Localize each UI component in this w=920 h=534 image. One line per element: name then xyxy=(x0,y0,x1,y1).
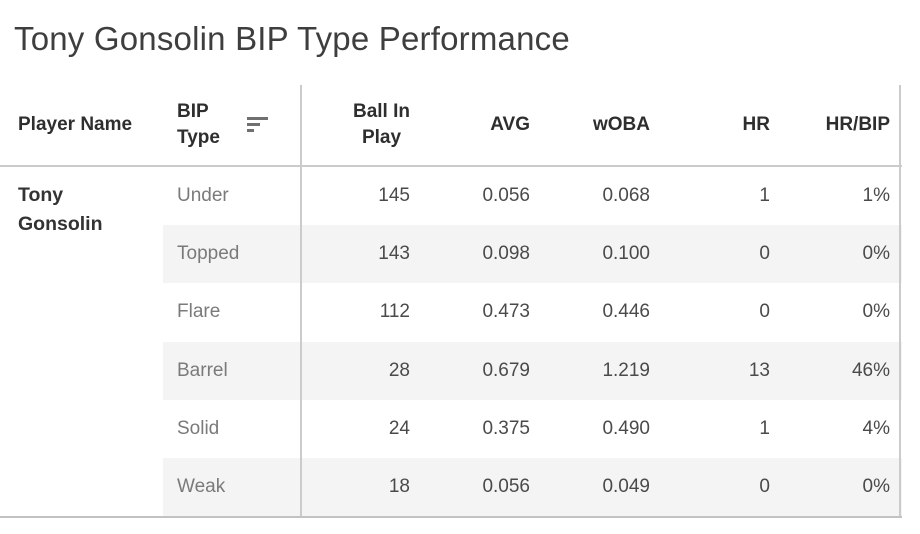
row-band: Weak 18 0.056 0.049 0 0% xyxy=(163,457,902,517)
ball-in-play-cell[interactable]: 145 xyxy=(378,185,410,207)
hr-bip-cell[interactable]: 1% xyxy=(862,185,890,207)
table-row: Flare 112 0.473 0.446 0 0% xyxy=(0,283,902,341)
bip-type-cell[interactable]: Topped xyxy=(177,243,240,265)
avg-cell[interactable]: 0.679 xyxy=(482,359,530,381)
header-ball-in-play-label: Ball In Play xyxy=(352,101,410,148)
hr-cell[interactable]: 1 xyxy=(759,185,770,207)
hr-cell[interactable]: 1 xyxy=(759,417,770,439)
hr-bip-cell[interactable]: 4% xyxy=(862,417,890,439)
row-band: Topped 143 0.098 0.100 0 0% xyxy=(163,225,902,284)
player-column-spacer xyxy=(0,458,163,516)
sort-descending-icon[interactable] xyxy=(247,117,268,132)
ball-in-play-cell[interactable]: 143 xyxy=(378,243,410,265)
bip-type-cell[interactable]: Barrel xyxy=(177,359,228,381)
header-hr-bip[interactable]: HR/BIP xyxy=(782,85,902,165)
table-bottom-border xyxy=(0,516,902,518)
header-bip-type-label: BIP Type xyxy=(177,101,220,148)
table-row: Solid 24 0.375 0.490 1 4% xyxy=(0,400,902,458)
hr-cell[interactable]: 0 xyxy=(759,243,770,265)
header-woba[interactable]: wOBA xyxy=(542,85,662,165)
row-band: Barrel 28 0.679 1.219 13 46% xyxy=(163,341,902,400)
hr-cell[interactable]: 13 xyxy=(748,359,770,381)
bip-type-cell[interactable]: Solid xyxy=(177,417,220,439)
table-body: Under 145 0.056 0.068 1 1% Topped 143 0.… xyxy=(0,167,902,517)
row-band: Flare 112 0.473 0.446 0 0% xyxy=(163,283,902,341)
table-row: Under 145 0.056 0.068 1 1% xyxy=(0,167,902,225)
row-band: Under 145 0.056 0.068 1 1% xyxy=(163,167,902,225)
bip-type-cell[interactable]: Flare xyxy=(177,301,221,323)
hr-bip-cell[interactable]: 0% xyxy=(862,243,890,265)
player-column-spacer xyxy=(0,400,163,458)
hr-bip-cell[interactable]: 46% xyxy=(851,359,890,381)
hr-cell[interactable]: 0 xyxy=(759,301,770,323)
ball-in-play-cell[interactable]: 18 xyxy=(388,475,410,497)
hr-cell[interactable]: 0 xyxy=(759,475,770,497)
header-hr[interactable]: HR xyxy=(662,85,782,165)
table-right-border xyxy=(899,85,901,518)
header-hr-label: HR xyxy=(742,114,770,135)
header-player-name-label: Player Name xyxy=(18,114,133,135)
ball-in-play-cell[interactable]: 28 xyxy=(388,359,410,381)
avg-cell[interactable]: 0.056 xyxy=(482,185,530,207)
table-row: Weak 18 0.056 0.049 0 0% xyxy=(0,457,902,517)
header-bip-type[interactable]: BIP Type xyxy=(163,85,302,165)
player-name-cell[interactable]: Tony Gonsolin xyxy=(18,184,103,235)
header-woba-label: wOBA xyxy=(593,114,650,135)
table-row: Barrel 28 0.679 1.219 13 46% xyxy=(0,341,902,400)
row-band: Solid 24 0.375 0.490 1 4% xyxy=(163,400,902,458)
hr-bip-cell[interactable]: 0% xyxy=(862,301,890,323)
table-header-row: Player Name BIP Type Ball In Play AVG wO… xyxy=(0,85,902,165)
woba-cell[interactable]: 0.100 xyxy=(602,243,650,265)
header-hr-bip-label: HR/BIP xyxy=(825,114,890,135)
avg-cell[interactable]: 0.056 xyxy=(482,475,530,497)
player-column-spacer xyxy=(0,342,163,400)
avg-cell[interactable]: 0.375 xyxy=(482,417,530,439)
header-avg-label: AVG xyxy=(490,114,530,135)
header-player-name[interactable]: Player Name xyxy=(0,85,163,165)
header-ball-in-play[interactable]: Ball In Play xyxy=(302,85,422,165)
header-underline xyxy=(0,165,902,167)
woba-cell[interactable]: 0.068 xyxy=(602,185,650,207)
table-row: Topped 143 0.098 0.100 0 0% xyxy=(0,225,902,284)
hr-bip-cell[interactable]: 0% xyxy=(862,475,890,497)
header-avg[interactable]: AVG xyxy=(422,85,542,165)
avg-cell[interactable]: 0.098 xyxy=(482,243,530,265)
avg-cell[interactable]: 0.473 xyxy=(482,301,530,323)
page-title: Tony Gonsolin BIP Type Performance xyxy=(14,20,570,57)
woba-cell[interactable]: 0.446 xyxy=(602,301,650,323)
woba-cell[interactable]: 0.490 xyxy=(602,417,650,439)
column-divider xyxy=(300,85,302,518)
bip-type-cell[interactable]: Weak xyxy=(177,475,226,497)
bip-type-cell[interactable]: Under xyxy=(177,185,229,207)
player-column-spacer xyxy=(0,283,163,341)
woba-cell[interactable]: 1.219 xyxy=(602,359,650,381)
woba-cell[interactable]: 0.049 xyxy=(602,475,650,497)
ball-in-play-cell[interactable]: 24 xyxy=(388,417,410,439)
ball-in-play-cell[interactable]: 112 xyxy=(379,301,410,323)
